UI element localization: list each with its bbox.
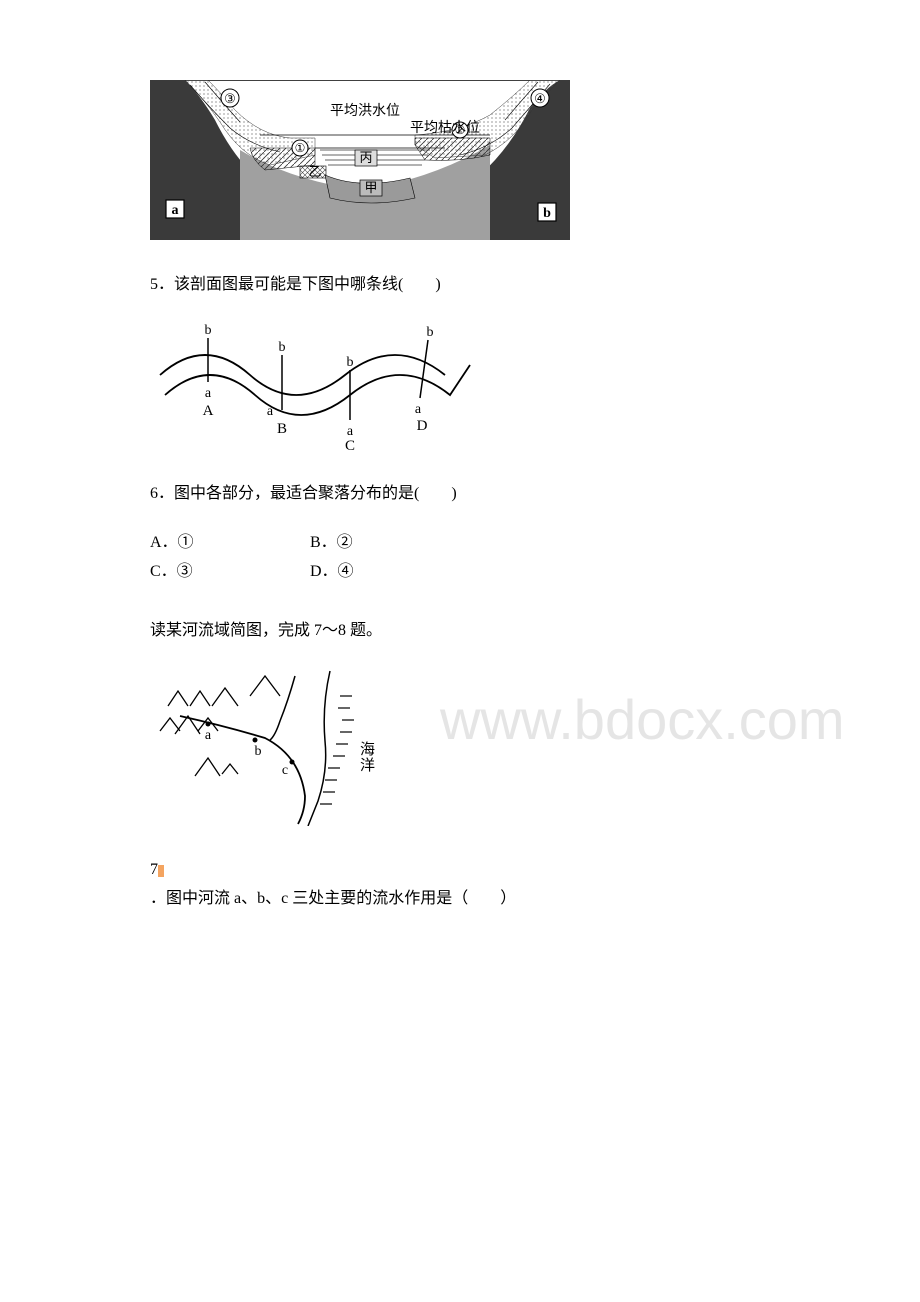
svg-text:D: D (417, 418, 428, 434)
svg-text:a: a (347, 424, 354, 439)
svg-text:B: B (277, 421, 287, 437)
orange-marker (158, 865, 164, 877)
svg-text:b: b (255, 744, 262, 759)
svg-text:海: 海 (360, 741, 375, 758)
intro-7-8: 读某河流域简图，完成 7～8 题。 (150, 617, 770, 646)
option-6-A: A．① (150, 529, 250, 558)
svg-text:A: A (203, 403, 214, 419)
svg-text:a: a (267, 404, 274, 419)
label-3: ③ (224, 91, 236, 106)
figure-cross-section: ③ ④ ① ② 平均洪水位 平均枯水位 丙 乙 甲 a b (150, 80, 770, 251)
label-a: a (172, 203, 179, 218)
question-6-options: A．① B．② C．③ D．④ (150, 529, 770, 587)
svg-text:b: b (279, 340, 286, 355)
svg-text:b: b (427, 325, 434, 340)
svg-text:洋: 洋 (360, 757, 375, 774)
question-6: 6．图中各部分，最适合聚落分布的是( ) (150, 480, 770, 509)
label-bing: 丙 (359, 150, 372, 165)
label-b: b (543, 206, 551, 221)
label-low: 平均枯水位 (410, 120, 480, 136)
svg-text:c: c (282, 763, 288, 778)
svg-text:a: a (415, 402, 422, 417)
svg-text:C: C (345, 438, 355, 450)
svg-text:a: a (205, 386, 212, 401)
label-4: ④ (534, 91, 546, 106)
svg-text:b: b (205, 323, 212, 338)
label-flood: 平均洪水位 (330, 103, 400, 119)
label-jia: 甲 (364, 180, 377, 195)
figure-meander: b a A b a B b a C b a D (150, 320, 770, 461)
svg-text:b: b (347, 355, 354, 370)
figure-basin: a b c 海 洋 (150, 666, 770, 837)
question-7: 7 ．图中河流 a、b、c 三处主要的流水作用是（ ） (150, 856, 770, 914)
label-yi: 乙 (308, 164, 321, 179)
question-5: 5．该剖面图最可能是下图中哪条线( ) (150, 271, 770, 300)
option-6-D: D．④ (310, 558, 410, 587)
svg-text:a: a (205, 728, 212, 743)
option-6-B: B．② (310, 529, 410, 558)
option-6-C: C．③ (150, 558, 250, 587)
label-1: ① (295, 141, 306, 155)
